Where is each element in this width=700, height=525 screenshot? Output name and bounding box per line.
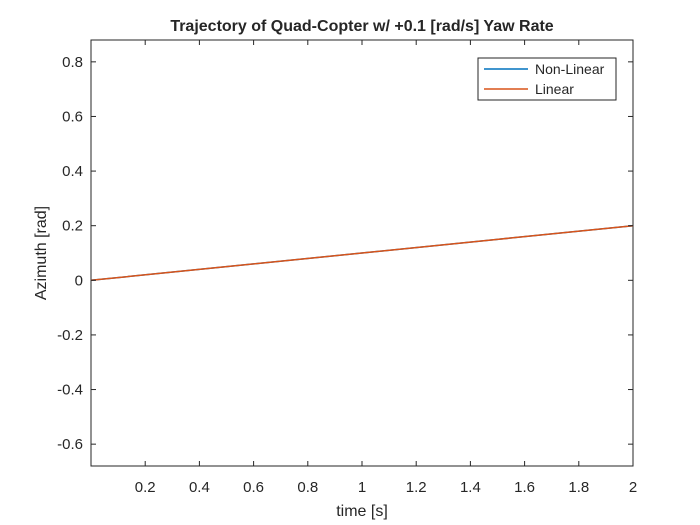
- x-tick-label: 0.4: [189, 479, 210, 496]
- y-tick-label: -0.2: [57, 327, 83, 344]
- legend-box: [477, 57, 617, 101]
- legend: Non-Linear Linear: [477, 57, 617, 101]
- x-axis-ticks: 0.2 0.4 0.6 0.8 1 1.2 1.4 1.6 1.8 2: [135, 40, 637, 496]
- y-tick-label: 0.6: [62, 108, 83, 125]
- x-tick-label: 1.6: [514, 479, 535, 496]
- x-tick-label: 1.2: [406, 479, 427, 496]
- legend-label-non-linear: Non-Linear: [535, 61, 605, 77]
- y-tick-label: -0.4: [57, 382, 83, 399]
- x-axis-label: time [s]: [336, 503, 388, 520]
- x-tick-label: 0.8: [297, 479, 318, 496]
- data-lines: [90, 224, 634, 282]
- y-tick-label: 0.8: [62, 54, 83, 71]
- y-axis-label: Azimuth [rad]: [33, 206, 50, 300]
- y-axis-ticks: -0.6 -0.4 -0.2 0 0.2 0.4 0.6 0.8: [57, 54, 633, 453]
- x-tick-label: 1.8: [568, 479, 589, 496]
- x-tick-label: 0.6: [243, 479, 264, 496]
- y-tick-label: 0.4: [62, 163, 83, 180]
- chart-title: Trajectory of Quad-Copter w/ +0.1 [rad/s…: [170, 18, 553, 35]
- x-tick-label: 0.2: [135, 479, 156, 496]
- legend-label-linear: Linear: [535, 81, 574, 97]
- y-tick-label: 0.2: [62, 218, 83, 235]
- x-tick-label: 1.4: [460, 479, 481, 496]
- y-tick-label: 0: [75, 272, 83, 289]
- x-tick-label: 2: [629, 479, 637, 496]
- y-tick-label: -0.6: [57, 436, 83, 453]
- series-line-linear: [90, 224, 634, 282]
- plot-area: 0.2 0.4 0.6 0.8 1 1.2 1.4 1.6 1.8 2 -0.6 -0.4 -0.2 0…: [57, 39, 637, 496]
- x-tick-label: 1: [358, 479, 366, 496]
